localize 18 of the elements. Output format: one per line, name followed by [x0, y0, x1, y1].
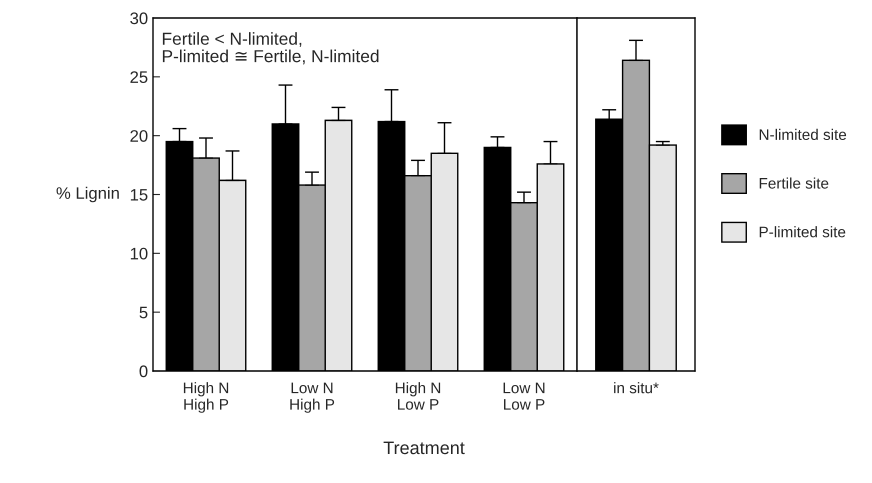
- y-tick-label: 15: [130, 189, 148, 201]
- y-tick-label: 0: [140, 365, 148, 378]
- legend-label: Fertile site: [760, 177, 828, 189]
- y-tick-label: 25: [130, 71, 148, 84]
- annotation: Fertile < N-limited, P-limited ≅ Fertile, N-limited: [162, 32, 378, 64]
- x-tick-label: Low N High P: [290, 382, 334, 413]
- x-tick-label: High N High P: [184, 382, 228, 413]
- legend-label: P-limited site: [760, 226, 846, 238]
- y-tick-label: 30: [130, 12, 148, 24]
- y-tick-label: 5: [140, 306, 148, 318]
- x-axis-title: Treatment: [384, 442, 465, 454]
- legend-label: N-limited site: [760, 128, 846, 140]
- y-tick-label: 20: [130, 130, 148, 142]
- x-tick-label: High N Low P: [396, 382, 440, 410]
- y-axis-title: % Lignin: [56, 186, 119, 202]
- x-tick-label: in situ*: [614, 382, 659, 394]
- x-tick-label: Low N Low P: [504, 382, 544, 410]
- y-tick-label: 10: [130, 248, 148, 260]
